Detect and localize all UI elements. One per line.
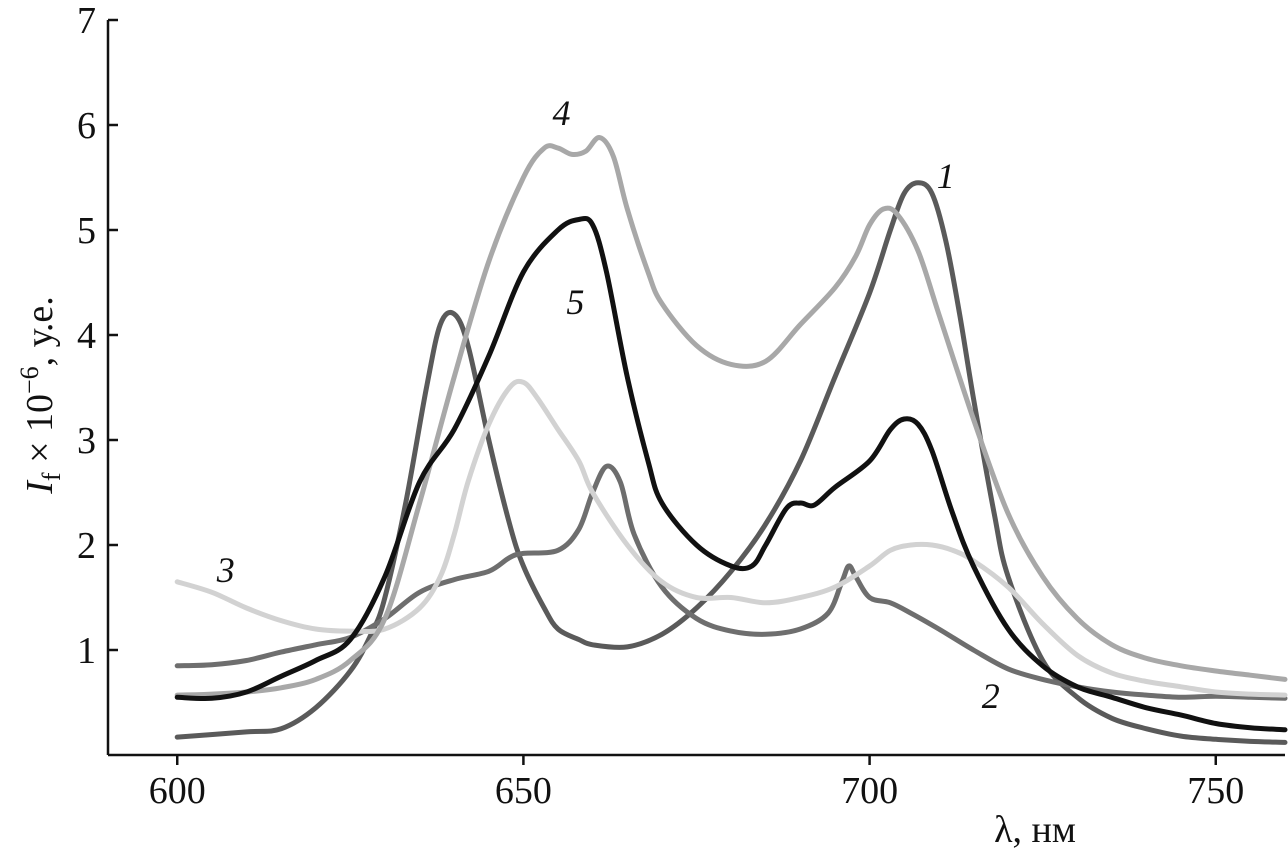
series-group [174,135,1288,745]
x-tick-label: 700 [841,770,898,812]
series-line-5 [174,215,1288,733]
axes: 600 650 700 750 1 2 3 4 5 6 7 [77,0,1285,812]
y-axis-title-sub: f [37,472,66,481]
series-line-1 [174,180,1288,745]
series-line-2 [174,463,1288,701]
y-tick-label: 1 [77,630,96,672]
series-label-2: 2 [982,676,1000,716]
y-tick-label: 4 [77,315,96,357]
y-tick-label: 5 [77,210,96,252]
x-tick-label: 750 [1187,770,1244,812]
y-tick-label: 3 [77,420,96,462]
y-axis-title-exp: −6 [15,366,44,394]
y-axis-title-main: I [19,479,61,495]
series-line-4 [174,135,1288,698]
y-tick-label: 7 [77,0,96,42]
y-tick-label: 2 [77,525,96,567]
y-axis-title-tail: , у.е. [19,296,61,366]
y-tick-label: 6 [77,105,96,147]
x-tick-label: 600 [149,770,206,812]
series-label-1: 1 [937,156,955,196]
x-tick-label: 650 [495,770,552,812]
series-labels: 1 2 3 4 5 [216,93,1000,716]
series-line-3 [174,378,1288,698]
series-label-4: 4 [552,93,570,133]
y-axis-title-rest: × 10 [19,394,61,472]
x-axis-title: λ, нм [994,809,1076,851]
y-axis-title: If × 10−6, у.е. [15,296,66,495]
series-label-3: 3 [216,550,235,590]
series-label-5: 5 [566,282,584,322]
